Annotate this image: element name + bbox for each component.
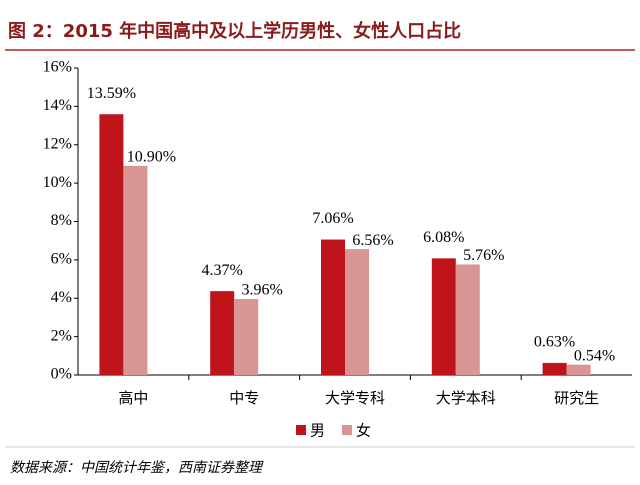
source: 数据来源：中国统计年鉴，西南证券整理 <box>10 460 264 476</box>
bar <box>542 362 567 375</box>
chart-title: 图 2：2015 年中国高中及以上学历男性、女性人口占比 <box>8 20 461 42</box>
value-label: 7.06% <box>312 210 353 227</box>
bar <box>455 264 480 375</box>
bar <box>210 291 235 375</box>
x-tick-label: 高中 <box>118 389 148 407</box>
y-tick-label: 12% <box>43 135 72 152</box>
y-tick-label: 2% <box>51 327 72 344</box>
legend-swatch <box>342 425 352 435</box>
value-label: 0.63% <box>534 334 575 351</box>
value-label: 6.56% <box>352 232 393 249</box>
y-tick-label: 16% <box>43 59 72 76</box>
x-tick-label: 中专 <box>229 389 259 407</box>
value-label: 10.90% <box>127 149 176 166</box>
legend-swatch <box>296 425 306 435</box>
y-tick-label: 0% <box>51 366 72 383</box>
y-tick-label: 10% <box>43 174 72 191</box>
value-label: 0.54% <box>574 347 615 364</box>
legend-label: 男 <box>310 422 325 440</box>
bar <box>234 299 259 375</box>
x-tick-label: 研究生 <box>554 389 599 407</box>
x-tick-label: 大学专科 <box>325 389 385 407</box>
bar <box>321 239 345 375</box>
bar <box>123 165 148 375</box>
y-tick-label: 6% <box>51 251 72 268</box>
bar <box>431 258 456 375</box>
y-tick-label: 14% <box>43 97 72 114</box>
value-label: 5.76% <box>463 247 504 264</box>
y-tick-label: 8% <box>51 212 72 229</box>
bar <box>566 364 591 375</box>
value-label: 4.37% <box>202 262 243 279</box>
y-tick-label: 4% <box>51 289 72 306</box>
value-label: 6.08% <box>423 229 464 246</box>
x-tick-label: 大学本科 <box>436 389 496 407</box>
bar <box>99 114 124 375</box>
legend-label: 女 <box>356 422 371 440</box>
value-label: 3.96% <box>242 282 283 299</box>
bar <box>345 249 369 375</box>
value-label: 13.59% <box>87 85 136 102</box>
